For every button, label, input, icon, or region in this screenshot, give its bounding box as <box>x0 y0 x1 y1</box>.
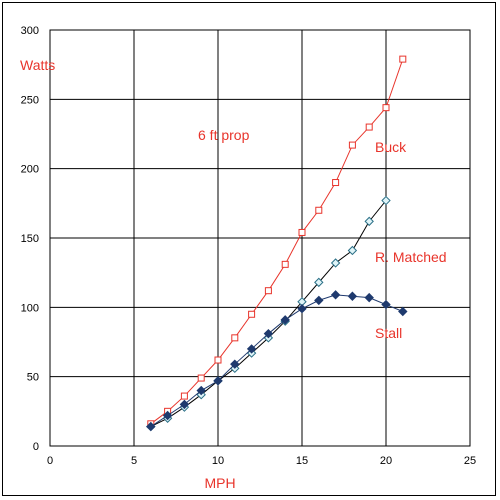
data-point-stall <box>314 295 324 306</box>
data-point-stall <box>179 399 190 410</box>
data-point-stall <box>381 299 391 310</box>
data-point-buck <box>332 179 340 187</box>
series-stall <box>146 290 408 432</box>
series-label-stall: Stall <box>375 325 402 341</box>
y-tick-label: 50 <box>27 372 39 384</box>
annotation-prop: 6 ft prop <box>198 127 250 143</box>
x-tick-label: 20 <box>380 455 392 467</box>
x-tick-label: 10 <box>212 455 224 467</box>
data-point-stall <box>213 376 223 386</box>
data-point-buck <box>231 334 239 342</box>
chart-frame <box>2 2 496 496</box>
data-point-stall <box>398 306 408 317</box>
data-point-buck <box>315 206 323 214</box>
series-label-r-matched: R. Matched <box>375 249 447 265</box>
data-point-r-matched <box>364 216 374 227</box>
data-point-buck <box>180 392 188 400</box>
data-point-stall <box>230 359 240 369</box>
data-point-stall <box>347 291 358 301</box>
series-line-buck <box>150 58 404 425</box>
data-point-buck <box>248 310 256 318</box>
grid <box>49 29 471 447</box>
data-point-stall <box>196 385 206 396</box>
data-point-r-matched <box>314 277 324 288</box>
data-point-r-matched <box>381 195 391 206</box>
data-point-stall <box>297 304 307 314</box>
data-point-r-matched <box>330 258 341 268</box>
data-point-buck <box>264 287 272 295</box>
y-tick-label: 200 <box>21 164 39 176</box>
data-point-buck <box>281 260 289 268</box>
data-point-buck <box>348 141 356 149</box>
x-tick-label: 0 <box>47 455 53 467</box>
y-tick-label: 250 <box>21 94 39 106</box>
series-line-stall <box>150 294 403 428</box>
data-point-buck <box>214 356 222 364</box>
series-label-buck: Buck <box>375 139 407 155</box>
data-point-stall <box>280 315 290 325</box>
y-tick-label: 300 <box>21 25 39 37</box>
y-axis-label: Watts <box>20 57 55 73</box>
x-axis-label: MPH <box>204 475 235 491</box>
data-point-buck <box>197 374 205 382</box>
data-point-buck <box>365 123 373 131</box>
plot-area <box>49 29 471 447</box>
data-point-stall <box>330 290 341 300</box>
data-point-buck <box>382 104 390 112</box>
series-group <box>146 55 408 432</box>
x-tick-label: 15 <box>296 455 308 467</box>
data-point-r-matched <box>347 245 358 256</box>
y-tick-label: 0 <box>33 441 39 453</box>
y-tick-label: 150 <box>21 233 39 245</box>
data-point-buck <box>399 55 407 63</box>
data-point-buck <box>298 228 306 236</box>
data-point-stall <box>146 421 156 432</box>
data-point-stall <box>364 292 374 303</box>
data-point-stall <box>162 410 173 421</box>
data-point-stall <box>246 344 257 354</box>
x-tick-label: 5 <box>131 455 137 467</box>
data-point-stall <box>263 328 274 339</box>
series-buck <box>147 55 407 428</box>
y-tick-label: 100 <box>21 302 39 314</box>
x-tick-label: 25 <box>464 455 476 467</box>
